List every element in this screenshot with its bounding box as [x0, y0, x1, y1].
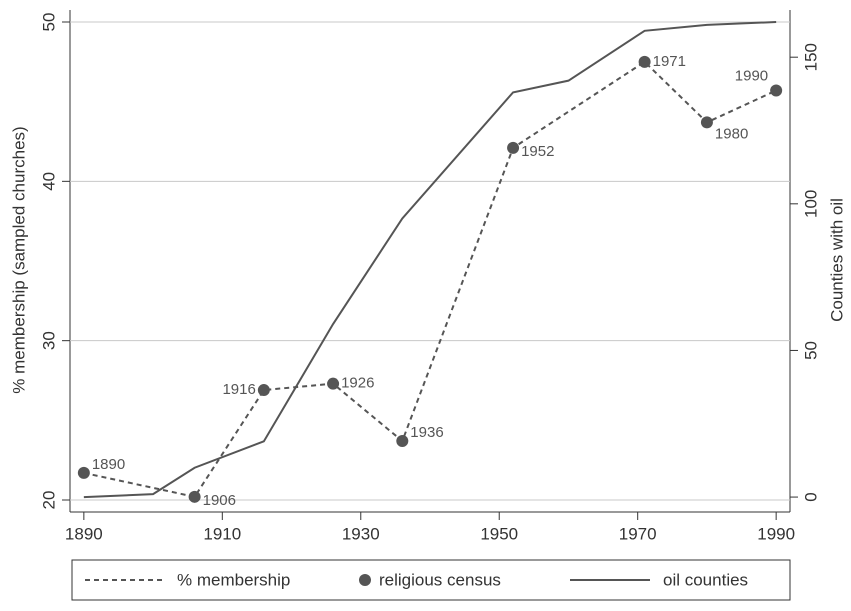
y-tick-label: 40 [39, 172, 58, 191]
point-label: 1952 [521, 143, 554, 160]
y2-tick-label: 50 [801, 341, 820, 360]
point-label: 1906 [203, 492, 236, 509]
point-label: 1980 [715, 125, 748, 142]
point-label: 1890 [92, 456, 125, 473]
y2-axis-label: Counties with oil [827, 198, 846, 322]
y2-tick-label: 150 [801, 43, 820, 71]
marker [507, 141, 520, 154]
legend-label: oil counties [663, 570, 748, 589]
x-tick-label: 1910 [203, 524, 241, 543]
legend-label: religious census [379, 570, 501, 589]
marker [188, 490, 201, 503]
marker [327, 377, 340, 390]
point-label: 1936 [410, 424, 443, 441]
legend-label: % membership [177, 570, 290, 589]
marker [77, 466, 90, 479]
point-label: 1926 [341, 375, 374, 392]
x-tick-label: 1890 [65, 524, 103, 543]
series-line [83, 21, 777, 499]
x-tick-label: 1990 [757, 524, 795, 543]
x-tick-label: 1970 [619, 524, 657, 543]
x-tick-label: 1930 [342, 524, 380, 543]
marker [770, 84, 783, 97]
y-axis-label: % membership (sampled churches) [9, 126, 28, 393]
marker [700, 116, 713, 129]
x-tick-label: 1950 [480, 524, 518, 543]
point-label: 1990 [735, 67, 768, 84]
legend-box [71, 559, 791, 601]
y2-tick-label: 0 [801, 492, 820, 501]
marker [396, 435, 409, 448]
marker [638, 55, 651, 68]
marker [257, 384, 270, 397]
point-label: 1916 [222, 381, 255, 398]
y-tick-label: 50 [39, 13, 58, 32]
y-tick-label: 20 [39, 491, 58, 510]
legend-swatch [359, 574, 371, 586]
point-label: 1971 [653, 53, 686, 70]
y-tick-label: 30 [39, 331, 58, 350]
y2-tick-label: 100 [801, 190, 820, 218]
